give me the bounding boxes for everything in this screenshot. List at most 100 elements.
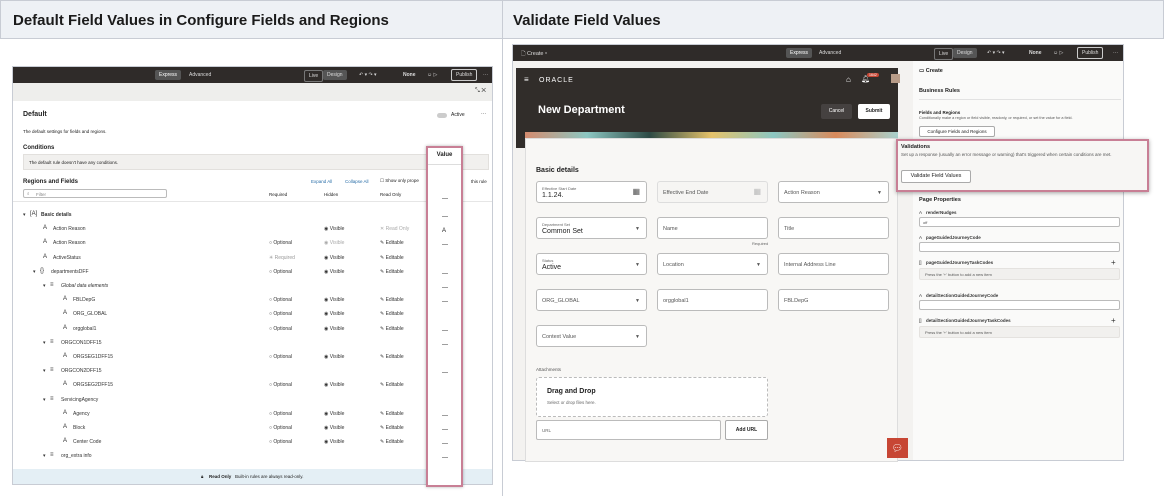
form-field[interactable]: Department Set Common Set ▼ [536, 217, 647, 239]
required-option[interactable]: ○ Optional [269, 297, 293, 304]
read-only-option[interactable]: ✎ Editable [380, 425, 404, 431]
active-toggle[interactable] [437, 113, 447, 118]
hidden-option[interactable]: ◉ Visible [324, 268, 345, 275]
required-option[interactable]: ○ Optional [269, 410, 293, 417]
none-label[interactable]: None [1029, 50, 1042, 56]
publish-button[interactable]: Publish [1077, 47, 1104, 59]
chevron-down-icon[interactable]: ▼ [635, 262, 640, 268]
hidden-option[interactable]: ◉ Visible [324, 325, 345, 332]
required-option[interactable]: ○ Optional [269, 425, 293, 431]
read-only-option[interactable]: ✎ Editable [380, 410, 404, 417]
table-row[interactable]: A Agency ○ Optional ◉ Visible ✎ Editable [13, 408, 493, 420]
calendar-icon[interactable]: ▦ [632, 187, 640, 196]
url-input[interactable]: URL [536, 420, 721, 440]
expand-all-link[interactable]: Expand All [311, 179, 333, 184]
advanced-tab[interactable]: Advanced [819, 50, 842, 56]
create-menu[interactable]: 🗋︎ Create ▾ [521, 51, 548, 57]
hidden-option[interactable]: ◉ Visible [324, 382, 345, 389]
chevron-down-icon[interactable]: ▼ [877, 190, 882, 196]
home-icon[interactable]: ⌂ [846, 75, 851, 84]
read-only-option[interactable]: ✎ Editable [380, 325, 404, 332]
required-option[interactable]: ○ Optional [269, 325, 293, 332]
required-option[interactable]: ○ Optional [269, 240, 293, 247]
design-button[interactable]: Design [323, 70, 347, 80]
hidden-option[interactable]: ◉ Visible [324, 311, 345, 318]
required-option[interactable]: ○ Optional [269, 311, 293, 318]
table-row[interactable]: A ORGSEG2DFF15 ○ Optional ◉ Visible ✎ Editab… [13, 379, 493, 391]
required-option[interactable]: ○ Optional [269, 354, 293, 360]
avatar[interactable] [891, 74, 900, 83]
close-icon[interactable]: ⤡ ✕ [474, 88, 486, 94]
publish-button[interactable]: Publish [451, 69, 478, 81]
form-field[interactable]: Effective End Date ▦ [657, 181, 768, 203]
form-field[interactable]: Title [778, 217, 889, 239]
caret-down-icon[interactable]: ▾ [43, 339, 46, 346]
table-row[interactable]: ▾ ≡ ServicingAgency [13, 394, 493, 406]
chevron-down-icon[interactable]: ▼ [635, 226, 640, 232]
caret-down-icon[interactable]: ▾ [43, 283, 46, 289]
form-field[interactable]: Effective Start Date 1.1.24. ▦ [536, 181, 647, 203]
undo-icon[interactable]: ↶ ▾ ↷ ▾ [359, 72, 377, 78]
form-field[interactable]: Status Active ▼ [536, 253, 647, 275]
hidden-option[interactable]: ◉ Visible [324, 297, 345, 304]
read-only-option[interactable]: ✎ Editable [380, 439, 404, 446]
read-only-option[interactable]: ✎ Editable [380, 354, 404, 360]
cancel-button[interactable]: Cancel [821, 104, 852, 119]
read-only-option[interactable]: ✕ Read Only [380, 226, 410, 233]
read-only-option[interactable]: ✎ Editable [380, 268, 404, 275]
calendar-icon[interactable]: ▦ [753, 187, 761, 196]
property-input[interactable] [919, 242, 1120, 252]
add-url-button[interactable]: Add URL [725, 420, 768, 440]
chevron-down-icon[interactable]: ▼ [635, 298, 640, 304]
required-option[interactable]: ✳ Required [269, 254, 295, 261]
required-option[interactable]: ○ Optional [269, 439, 293, 446]
required-option[interactable]: ○ Optional [269, 268, 293, 275]
property-input[interactable] [919, 300, 1120, 310]
read-only-option[interactable]: ✎ Editable [380, 297, 404, 304]
filter-input[interactable]: ⌕ Filter [23, 189, 167, 198]
rule-menu-icon[interactable]: ··· [481, 111, 486, 117]
table-row[interactable]: ▾ [A] Basic details [13, 209, 493, 221]
read-only-option[interactable]: ✎ Editable [380, 254, 404, 261]
preview-icon[interactable]: ☺ ▷ [427, 72, 438, 78]
live-button[interactable]: Live [934, 48, 954, 60]
add-icon[interactable]: + [1111, 316, 1116, 325]
table-row[interactable]: A Action Reason ○ Optional ◉ Visible ✎ Edita… [13, 237, 493, 249]
form-field[interactable]: FBLDepG [778, 289, 889, 311]
advanced-tab[interactable]: Advanced [189, 72, 212, 78]
caret-down-icon[interactable]: ▾ [43, 368, 46, 375]
more-icon[interactable]: ··· [483, 72, 488, 78]
hidden-option[interactable]: ◉ Visible [324, 254, 345, 261]
table-row[interactable]: A ActiveStatus ✳ Required ◉ Visible ✎ Editab… [13, 252, 493, 264]
table-row[interactable]: ▾ {} departmentsDFF ○ Optional ◉ Visible ✎ Ed… [13, 266, 493, 278]
validate-field-values-button[interactable]: Validate Field Values [901, 170, 971, 183]
table-row[interactable]: ▾ ≡ org_extra info [13, 450, 493, 462]
hidden-option[interactable]: ◉ Visible [324, 354, 345, 360]
more-icon[interactable]: ··· [1113, 50, 1118, 56]
table-row[interactable]: A Center Code ○ Optional ◉ Visible ✎ Editabl… [13, 436, 493, 448]
table-row[interactable]: A ORG_GLOBAL ○ Optional ◉ Visible ✎ Editable [13, 308, 493, 320]
table-row[interactable]: A FBLDepG ○ Optional ◉ Visible ✎ Editable [13, 294, 493, 306]
form-field[interactable]: Action Reason ▼ [778, 181, 889, 203]
read-only-option[interactable]: ✎ Editable [380, 311, 404, 318]
form-field[interactable]: Internal Address Line [778, 253, 889, 275]
caret-down-icon[interactable]: ▾ [33, 268, 36, 275]
table-row[interactable]: A Action Reason ◉ Visible ✕ Read Only [13, 223, 493, 235]
preview-icon[interactable]: ☺ ▷ [1053, 50, 1064, 56]
hidden-option[interactable]: ◉ Visible [324, 410, 345, 417]
form-field[interactable]: Name [657, 217, 768, 239]
form-field[interactable]: Context Value ▼ [536, 325, 647, 347]
add-icon[interactable]: + [1111, 258, 1116, 267]
form-field[interactable]: ORG_GLOBAL ▼ [536, 289, 647, 311]
configure-fields-button[interactable]: Configure Fields and Regions [919, 126, 995, 137]
none-label[interactable]: None [403, 72, 416, 78]
drop-zone[interactable]: Drag and Drop Select or drop files here. [536, 377, 768, 417]
form-field[interactable]: Location ▼ [657, 253, 768, 275]
hidden-option[interactable]: ◉ Visible [324, 240, 345, 247]
chat-icon[interactable]: 💬︎ [887, 438, 908, 458]
express-tab[interactable]: Express [155, 70, 182, 80]
hamburger-icon[interactable]: ≡ [524, 75, 529, 84]
hidden-option[interactable]: ◉ Visible [324, 439, 345, 446]
read-only-option[interactable]: ✎ Editable [380, 382, 404, 389]
table-row[interactable]: A ORGSEG1DFF15 ○ Optional ◉ Visible ✎ Editab… [13, 351, 493, 363]
